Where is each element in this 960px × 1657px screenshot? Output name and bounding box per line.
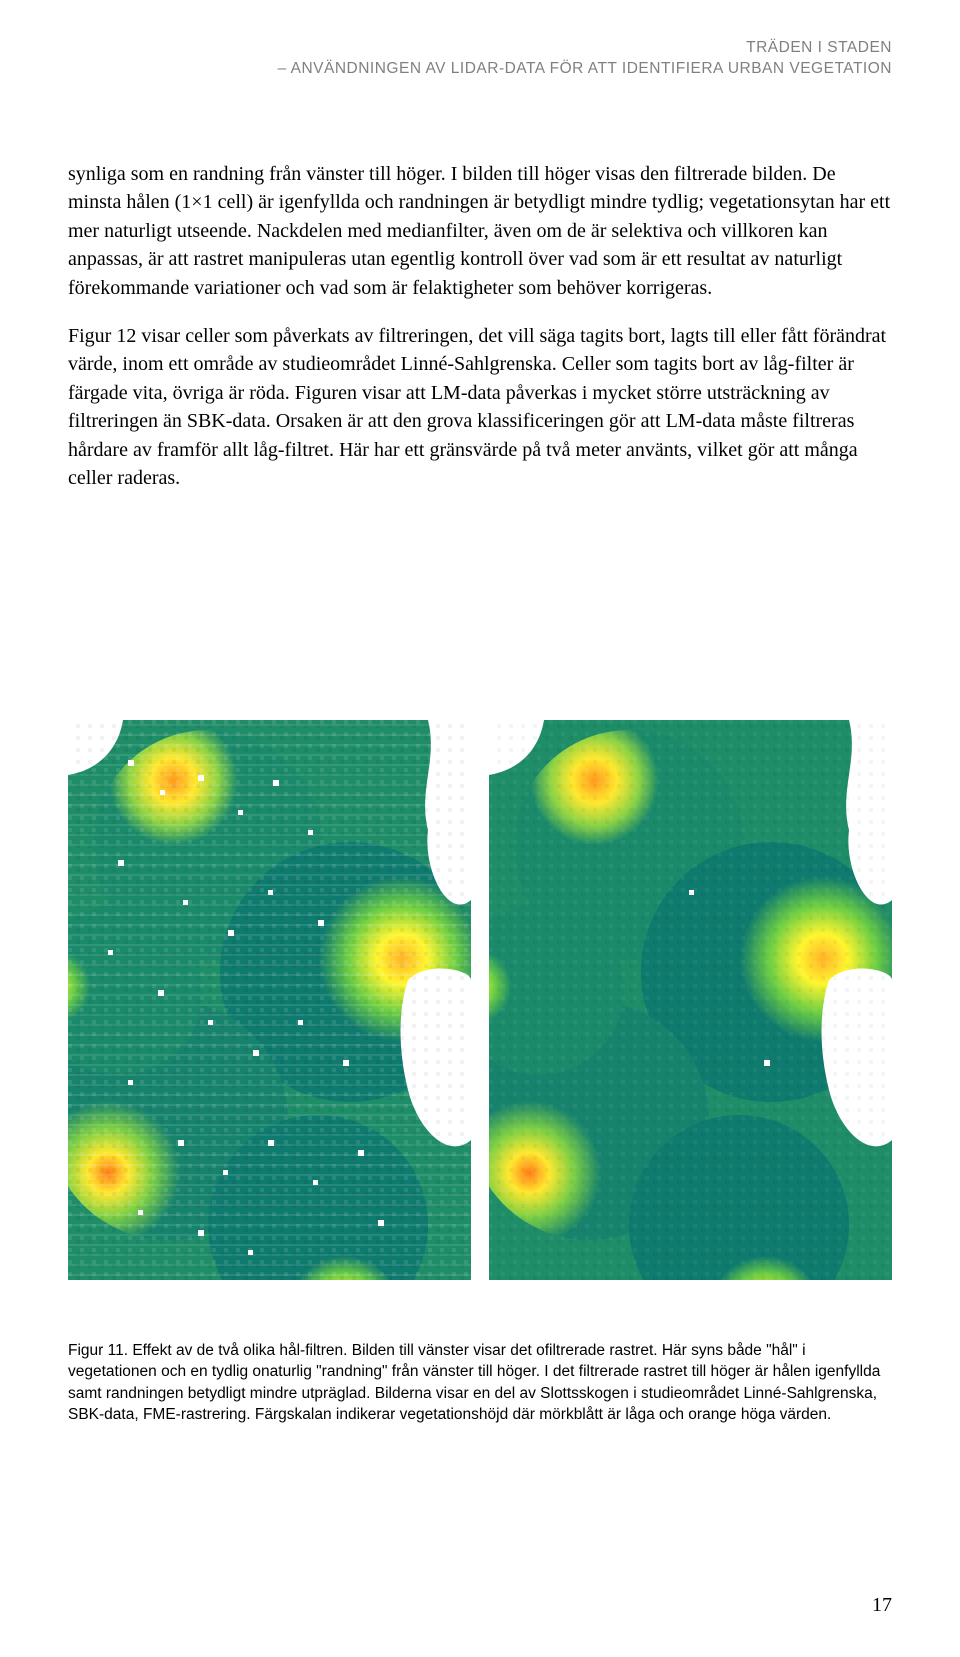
paragraph-2: Figur 12 visar celler som påverkats av f… bbox=[68, 322, 892, 492]
page-number: 17 bbox=[872, 1594, 892, 1617]
paragraph-1: synliga som en randning från vänster til… bbox=[68, 160, 892, 302]
figure-caption: Figur 11. Effekt av de två olika hål-fil… bbox=[68, 1340, 892, 1426]
figure-left-unfiltered-raster bbox=[68, 720, 471, 1280]
figure-right-filtered-raster bbox=[489, 720, 892, 1280]
running-head: TRÄDEN I STADEN – ANVÄNDNINGEN AV LIDAR-… bbox=[278, 38, 892, 80]
figure-pair bbox=[68, 720, 892, 1280]
body-text: synliga som en randning från vänster til… bbox=[68, 160, 892, 512]
running-head-line1: TRÄDEN I STADEN bbox=[278, 38, 892, 59]
running-head-line2: – ANVÄNDNINGEN AV LIDAR-DATA FÖR ATT IDE… bbox=[278, 59, 892, 80]
